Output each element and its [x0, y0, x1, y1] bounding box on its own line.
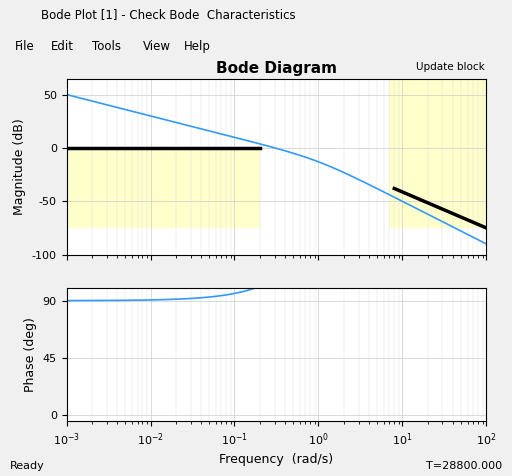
Bar [67, 148, 260, 228]
X-axis label: Frequency  (rad/s): Frequency (rad/s) [220, 453, 333, 466]
Text: Tools: Tools [92, 40, 121, 53]
Text: T=28800.000: T=28800.000 [425, 461, 502, 472]
Text: Update block: Update block [416, 61, 485, 72]
Y-axis label: Magnitude (dB): Magnitude (dB) [13, 118, 26, 215]
Text: Edit: Edit [51, 40, 74, 53]
Text: Help: Help [184, 40, 211, 53]
Title: Bode Diagram: Bode Diagram [216, 61, 337, 76]
Text: View: View [143, 40, 172, 53]
Bar [390, 79, 486, 228]
Text: File: File [15, 40, 35, 53]
Bar [67, 148, 486, 228]
Y-axis label: Phase (deg): Phase (deg) [24, 317, 37, 392]
Text: Ready: Ready [10, 461, 45, 472]
Text: Bode Plot [1] - Check Bode  Characteristics: Bode Plot [1] - Check Bode Characteristi… [41, 9, 295, 21]
